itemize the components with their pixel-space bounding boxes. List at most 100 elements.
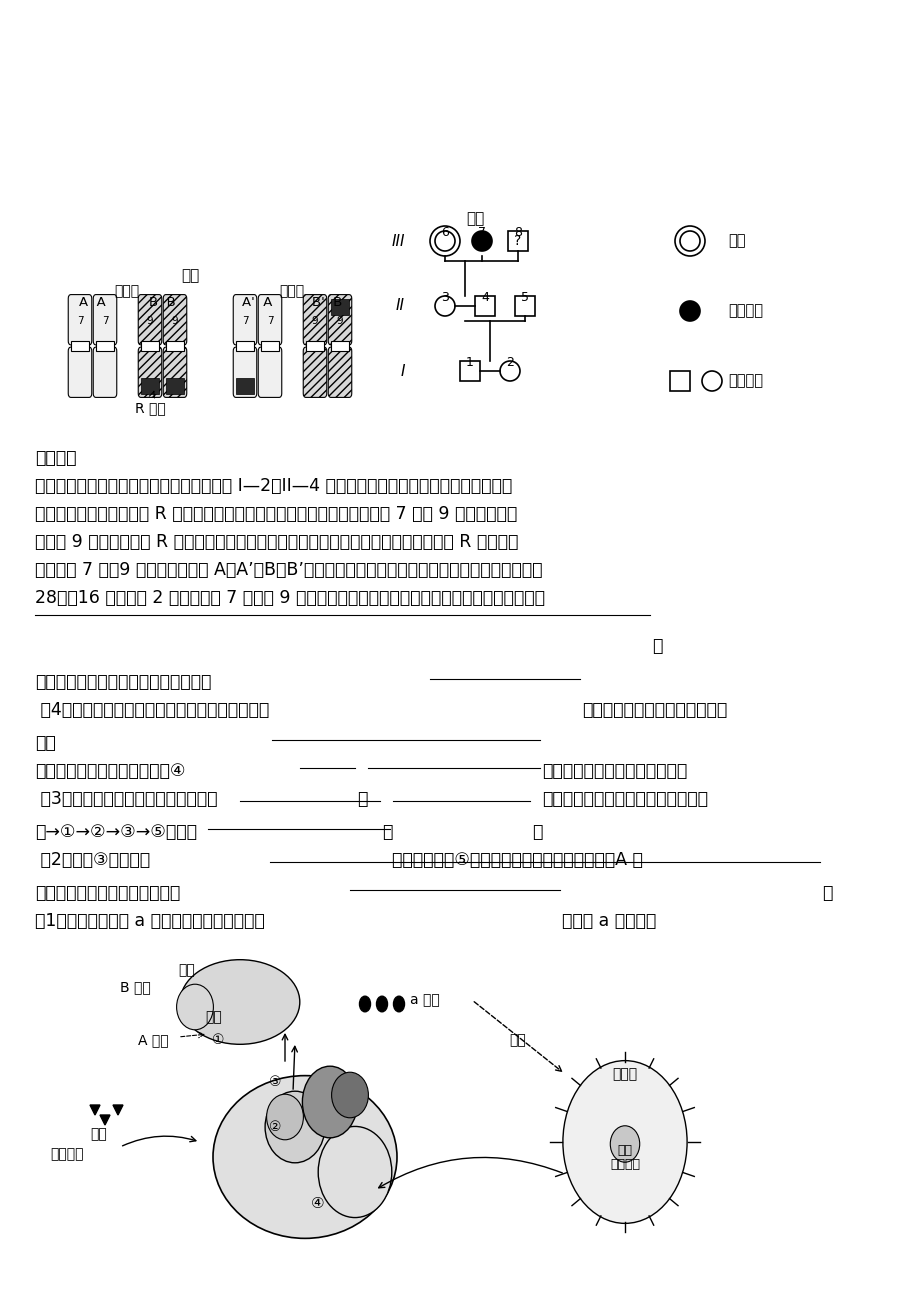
Ellipse shape	[267, 1094, 303, 1139]
FancyBboxPatch shape	[93, 348, 117, 397]
Bar	[474, 296, 494, 316]
Text: 3: 3	[440, 292, 448, 303]
Bar	[141, 378, 159, 393]
Text: 甲图: 甲图	[181, 268, 199, 283]
Ellipse shape	[302, 1066, 357, 1138]
Text: （3）据图可得，瘦素作用的靶器官是: （3）据图可得，瘦素作用的靶器官是	[35, 790, 217, 809]
Text: 现为痴呆病；若只有一份 R 片段，则导致早期胚胎流产。乙图表示因发生第 7 和第 9 号染色体之间: 现为痴呆病；若只有一份 R 片段，则导致早期胚胎流产。乙图表示因发生第 7 和第…	[35, 505, 516, 523]
Ellipse shape	[318, 1126, 391, 1217]
Text: 正常男女: 正常男女	[727, 374, 762, 388]
Bar	[165, 378, 184, 393]
Ellipse shape	[609, 1126, 639, 1163]
Text: 9: 9	[146, 316, 153, 326]
Text: 7: 7	[267, 316, 273, 326]
Text: 处理形成一定的刺激传至结构④: 处理形成一定的刺激传至结构④	[35, 762, 186, 780]
Ellipse shape	[180, 960, 300, 1044]
Text: 激→①→②→③→⑤，属于: 激→①→②→③→⑤，属于	[35, 823, 197, 841]
FancyBboxPatch shape	[303, 294, 326, 345]
FancyBboxPatch shape	[258, 294, 281, 345]
Text: 易位后的 7 号、9 号染色体分别用 A、A’、B、B’表示），但易位后细胞内基因结构和种类并未发生变: 易位后的 7 号、9 号染色体分别用 A、A’、B、B’表示），但易位后细胞内基…	[35, 561, 542, 579]
Text: a 激素: a 激素	[410, 993, 439, 1006]
Text: 乙图: 乙图	[465, 211, 483, 227]
Text: 促进: 促进	[205, 1010, 221, 1023]
Bar	[71, 341, 89, 352]
Bar	[165, 341, 184, 352]
Text: 易位而导致的流产、痴呆病的系谱图，已知 I—2、II—4 均为甲图所示染色体易位的携带者。请据: 易位而导致的流产、痴呆病的系谱图，已知 I—2、II—4 均为甲图所示染色体易位…	[35, 477, 512, 495]
Text: 瘦素: 瘦素	[90, 1128, 107, 1141]
Text: R 片段: R 片段	[134, 401, 165, 415]
FancyBboxPatch shape	[163, 294, 187, 345]
Text: ，其接受瘦素的信号后，经过反应和: ，其接受瘦素的信号后，经过反应和	[541, 790, 708, 809]
FancyBboxPatch shape	[138, 294, 162, 345]
Text: 8: 8	[514, 227, 521, 240]
Ellipse shape	[435, 230, 455, 251]
FancyBboxPatch shape	[93, 294, 117, 345]
Bar	[261, 341, 278, 352]
Text: ④: ④	[311, 1197, 324, 1211]
Bar	[460, 361, 480, 381]
Text: 1: 1	[466, 355, 473, 368]
Ellipse shape	[499, 361, 519, 381]
Ellipse shape	[331, 1073, 368, 1118]
Text: ②: ②	[268, 1120, 281, 1134]
FancyBboxPatch shape	[328, 294, 351, 345]
Text: 女痴呆者: 女痴呆者	[727, 303, 762, 319]
Text: B  B: B B	[149, 296, 176, 309]
Text: 9: 9	[172, 316, 178, 326]
Text: I: I	[400, 363, 404, 379]
Text: 7: 7	[242, 316, 248, 326]
Text: B 刺激: B 刺激	[119, 980, 151, 993]
Text: 加强: 加强	[617, 1143, 632, 1156]
Text: 9: 9	[312, 316, 318, 326]
Text: （2）结构③通过释放: （2）结构③通过释放	[35, 852, 150, 868]
Ellipse shape	[471, 230, 492, 251]
Text: 7: 7	[102, 316, 108, 326]
Text: 摄导分解: 摄导分解	[609, 1157, 640, 1170]
Text: 化，第 9 号染色体上的 R 片段异常会造成流产、痴呆等疾病。若个体的体细胞中有三份 R 片段，表: 化，第 9 号染色体上的 R 片段异常会造成流产、痴呆等疾病。若个体的体细胞中有…	[35, 533, 517, 551]
Ellipse shape	[679, 301, 699, 322]
Text: 2: 2	[505, 355, 514, 368]
Text: 。: 。	[821, 884, 832, 902]
Ellipse shape	[679, 230, 699, 251]
Text: 靶细胞: 靶细胞	[612, 1068, 637, 1081]
Bar	[507, 230, 528, 251]
Text: ①: ①	[211, 1032, 224, 1047]
Text: 6: 6	[440, 227, 448, 240]
Text: 易位前: 易位前	[114, 284, 140, 298]
Text: 肥胖症，能否直接口服？请说明理由。: 肥胖症，能否直接口服？请说明理由。	[35, 673, 211, 691]
Polygon shape	[90, 1105, 100, 1115]
Text: ，令其产生饱觉进而减少摄食行: ，令其产生饱觉进而减少摄食行	[541, 762, 686, 780]
Bar	[515, 296, 535, 316]
Text: ?: ?	[514, 234, 521, 247]
Circle shape	[359, 996, 370, 1012]
Text: A'  A: A' A	[242, 296, 272, 309]
Text: 抑制: 抑制	[177, 963, 195, 976]
Text: 。: 。	[652, 637, 662, 655]
Text: 脂肪细胞: 脂肪细胞	[50, 1147, 84, 1161]
FancyBboxPatch shape	[328, 348, 351, 397]
Text: 4: 4	[481, 292, 488, 303]
Bar	[331, 341, 348, 352]
Bar	[331, 298, 348, 315]
Text: 为。: 为。	[35, 734, 56, 753]
Bar	[236, 341, 254, 352]
Text: 28．（16 分，每空 2 分）人类第 7 号和第 9 号染色体之间可以发生相互易位（如图甲所示，正常及: 28．（16 分，每空 2 分）人类第 7 号和第 9 号染色体之间可以发生相互…	[35, 589, 544, 607]
Text: 。若要使用瘦素来治疗某些人的: 。若要使用瘦素来治疗某些人的	[582, 700, 726, 719]
Bar	[96, 341, 114, 352]
Text: 。: 。	[531, 823, 542, 841]
Text: 5: 5	[520, 292, 528, 303]
Bar	[236, 378, 254, 393]
Text: 7: 7	[76, 316, 84, 326]
Text: III: III	[391, 233, 404, 249]
Polygon shape	[100, 1115, 110, 1125]
FancyBboxPatch shape	[233, 348, 256, 397]
Text: 7: 7	[478, 227, 485, 240]
Text: （4）目前绝大部分的肥胖病人血清中的瘦素浓度: （4）目前绝大部分的肥胖病人血清中的瘦素浓度	[35, 700, 269, 719]
Circle shape	[376, 996, 387, 1012]
FancyBboxPatch shape	[258, 348, 281, 397]
Circle shape	[393, 996, 404, 1012]
Text: 。如果 a 激素合成: 。如果 a 激素合成	[562, 911, 655, 930]
Text: A 刺激: A 刺激	[138, 1032, 168, 1047]
Text: 流产: 流产	[727, 233, 744, 249]
Text: 9: 9	[336, 316, 343, 326]
